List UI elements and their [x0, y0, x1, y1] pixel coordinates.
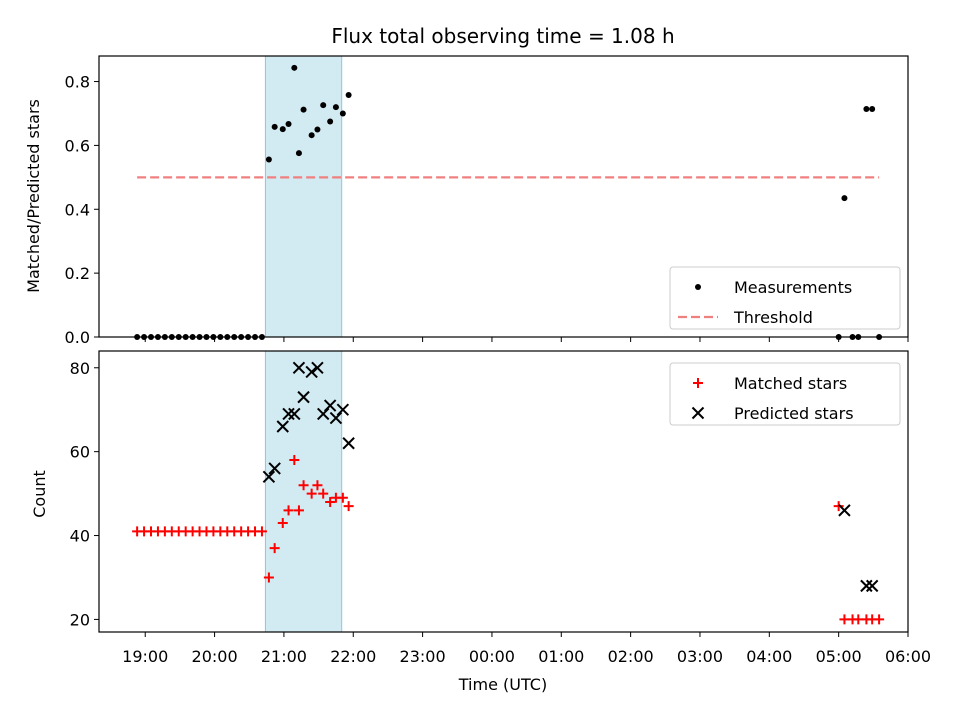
- x-tick-label: 01:00: [538, 647, 584, 666]
- axes-frame: [98, 350, 909, 633]
- y-tick-label: 60: [70, 443, 90, 462]
- data-point: [295, 150, 302, 157]
- data-point: [320, 102, 327, 109]
- bottom-y-axis-label: Count: [30, 470, 49, 518]
- legend-marker: [693, 378, 703, 388]
- top-y-axis-label: Matched/Predicted stars: [24, 99, 43, 293]
- top-panel: 0.0 0.2 0.4 0.6 0.8 Measurements Threshold: [65, 55, 909, 347]
- legend-box: [669, 362, 901, 426]
- data-point: [297, 390, 310, 404]
- data-point: [869, 106, 876, 113]
- data-point: [332, 104, 339, 111]
- data-point: [265, 156, 272, 163]
- bottom-panel: 20 40 60 80 19:00 20:00 21:00 22:00 23:00 00:00 01…: [70, 350, 931, 666]
- data-point: [292, 361, 306, 374]
- data-point: [269, 543, 280, 554]
- y-tick-label: 20: [70, 610, 90, 629]
- data-point: [285, 121, 292, 128]
- x-tick-label: 22:00: [330, 647, 376, 666]
- legend-marker: [695, 284, 701, 290]
- data-point: [268, 462, 281, 475]
- legend-label: Predicted stars: [734, 404, 854, 423]
- legend-label: Threshold: [733, 308, 813, 327]
- x-axis-label: Time (UTC): [458, 675, 547, 694]
- data-point: [306, 488, 317, 499]
- data-point: [263, 572, 274, 583]
- legend-box: [669, 266, 901, 330]
- data-point: [300, 106, 307, 113]
- data-point: [305, 365, 318, 379]
- data-point: [327, 118, 334, 125]
- series-matched-stars: [132, 455, 885, 625]
- y-tick-label: 0.0: [65, 328, 90, 347]
- data-point: [282, 407, 295, 421]
- data-point: [874, 614, 885, 625]
- y-tick-label: 0.2: [65, 264, 90, 283]
- data-point: [289, 455, 300, 466]
- data-point: [343, 501, 354, 512]
- data-point: [283, 505, 294, 516]
- data-point: [838, 504, 851, 517]
- data-point: [262, 470, 276, 484]
- data-point: [271, 123, 278, 130]
- y-tick-label: 0.8: [65, 73, 90, 92]
- data-point: [276, 420, 289, 433]
- legend: Matched stars Predicted stars: [669, 362, 901, 426]
- x-tick-label: 19:00: [122, 647, 168, 666]
- data-point: [860, 579, 873, 593]
- data-point: [865, 579, 879, 593]
- data-point: [329, 411, 343, 425]
- data-point: [339, 110, 346, 117]
- legend-label: Matched stars: [734, 374, 847, 393]
- data-point: [317, 407, 330, 421]
- data-point: [291, 64, 298, 71]
- data-point: [336, 403, 350, 416]
- x-tick-label: 05:00: [816, 647, 862, 666]
- data-point: [833, 501, 844, 512]
- x-tick-label: 04:00: [746, 647, 792, 666]
- data-point: [342, 437, 355, 450]
- data-point: [308, 132, 315, 139]
- chart-title: Flux total observing time = 1.08 h: [331, 24, 674, 48]
- y-tick-label: 40: [70, 527, 90, 546]
- y-tick-label: 80: [70, 359, 90, 378]
- legend: Measurements Threshold: [669, 266, 901, 330]
- data-point: [318, 488, 329, 499]
- data-point: [337, 492, 348, 503]
- y-tick-label: 0.6: [65, 136, 90, 155]
- data-point: [314, 126, 321, 133]
- x-tick-label: 20:00: [192, 647, 238, 666]
- legend-label: Measurements: [734, 278, 852, 297]
- data-point: [293, 505, 304, 516]
- data-point: [841, 195, 848, 202]
- x-tick-label: 21:00: [261, 647, 307, 666]
- data-point: [277, 517, 288, 528]
- x-tick-label: 03:00: [677, 647, 723, 666]
- data-point: [298, 480, 309, 491]
- axes-frame: [98, 55, 909, 338]
- data-point: [323, 399, 337, 412]
- data-point: [311, 361, 324, 374]
- data-point: [863, 106, 870, 113]
- x-tick-label: 06:00: [885, 647, 931, 666]
- data-point: [279, 126, 286, 133]
- legend-marker: [691, 406, 705, 420]
- x-tick-label: 02:00: [608, 647, 654, 666]
- series-predicted-stars: [262, 361, 879, 593]
- data-point: [325, 496, 336, 507]
- data-point: [345, 91, 352, 98]
- x-tick-label: 00:00: [469, 647, 515, 666]
- y-tick-label: 0.4: [65, 200, 90, 219]
- x-tick-label: 23:00: [400, 647, 446, 666]
- data-point: [288, 407, 301, 421]
- data-point: [312, 480, 323, 491]
- highlight-span: [264, 55, 343, 338]
- data-point: [256, 526, 267, 537]
- highlight-span: [264, 350, 343, 633]
